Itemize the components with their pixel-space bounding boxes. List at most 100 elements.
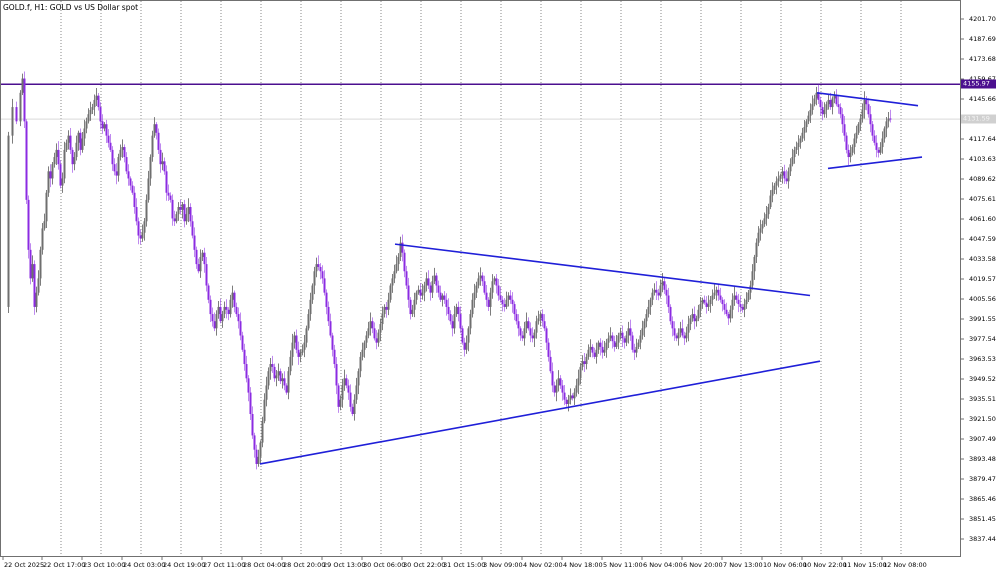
bull-candle [589,346,592,350]
price-axis-label: 4047.59 [969,235,996,243]
bull-candle [493,278,496,282]
bear-candle [819,99,822,108]
bull-candle [653,289,656,293]
bull-candle [177,207,180,215]
time-axis-label: 4 Nov 18:00 [563,561,603,569]
bull-candle [771,189,774,196]
price-axis-label: 4145.66 [969,95,996,103]
bear-candle [591,346,594,353]
bull-candle [465,342,468,350]
bear-candle [127,171,130,179]
bear-candle [719,295,722,300]
bull-candle [389,285,392,300]
bull-candle [853,138,856,148]
bull-candle [645,314,648,322]
price-axis-label: 3907.49 [969,435,996,443]
price-axis-label: 3893.48 [969,455,996,463]
bear-candle [437,285,440,293]
price-axis-label: 3991.55 [969,315,996,323]
bear-candle [101,121,104,129]
bull-candle [37,278,40,293]
bear-candle [135,207,138,222]
bull-candle [221,314,224,322]
price-axis-label: 3963.53 [969,355,996,363]
bull-candle [733,295,736,300]
bear-candle [283,378,286,386]
bear-candle [97,95,100,108]
bear-candle [481,275,484,282]
bear-candle [29,249,32,279]
bull-candle [861,109,864,119]
bear-candle [521,335,524,339]
bull-candle [689,318,692,325]
bear-candle [571,395,574,399]
bull-candle [579,366,582,379]
bear-candle [403,252,406,272]
trendline-pennant-upper [816,92,919,107]
bull-candle [383,306,386,315]
bear-candle [25,121,28,200]
bear-candle [457,306,460,315]
time-axis-label: 31 Oct 15:00 [443,561,486,569]
bull-candle [641,328,644,336]
bull-candle [787,171,790,182]
bear-candle [611,335,614,342]
bull-candle [825,104,828,110]
bull-candle [45,192,48,222]
bull-candle [199,256,202,272]
time-axis-label: 5 Nov 11:00 [603,561,643,569]
bull-candle [685,332,688,339]
bear-candle [155,124,158,133]
bear-candle [501,299,504,305]
bull-candle [339,399,342,407]
bull-candle [277,371,280,376]
bear-candle [529,328,532,336]
bear-candle [451,321,454,329]
bull-candle [89,109,92,115]
bull-candle [475,285,478,293]
bull-candle [291,342,294,357]
price-axis-label: 4187.69 [969,35,996,43]
bear-candle [447,306,450,315]
bear-candle [173,218,176,222]
bear-candle [279,371,282,382]
bull-candle [713,292,716,296]
bull-candle [77,132,80,143]
bull-candle [795,147,798,150]
bear-candle [445,299,448,307]
bear-candle [531,335,534,339]
bear-candle [737,299,740,305]
bear-candle [837,104,840,108]
price-axis-label: 4103.63 [969,155,996,163]
bear-candle [655,289,658,293]
time-axis-label: 28 Oct 04:00 [243,561,286,569]
bull-candle [141,232,144,239]
bull-candle [215,314,218,329]
bull-candle [103,124,106,129]
bear-candle [249,392,252,415]
bull-candle [269,364,272,372]
bull-candle [749,285,752,293]
bull-candle [701,299,704,305]
bear-candle [483,281,486,293]
bear-candle [499,295,502,300]
bear-candle [599,342,602,347]
bear-candle [693,314,696,322]
bull-candle [587,349,590,357]
bear-candle [463,342,466,350]
bear-candle [783,171,786,179]
bear-candle [171,199,174,219]
bear-candle [333,349,336,365]
bull-candle [697,309,700,319]
bull-candle [607,338,610,343]
bull-candle [217,306,220,315]
price-axis-label: 3935.51 [969,395,996,403]
bear-candle [443,295,446,300]
bull-candle [119,149,122,158]
bull-candle [453,314,456,329]
chart-title: GOLD.f, H1: GOLD vs US Dollar spot [3,3,138,12]
bull-candle [393,271,396,279]
bear-candle [543,321,546,329]
